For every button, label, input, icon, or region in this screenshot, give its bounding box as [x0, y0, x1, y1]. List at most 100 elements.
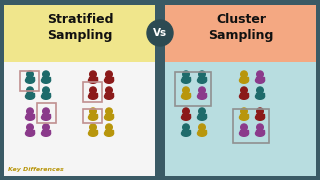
Ellipse shape: [89, 115, 98, 120]
Ellipse shape: [89, 130, 98, 136]
Text: Key Differences: Key Differences: [8, 167, 64, 172]
Ellipse shape: [26, 130, 35, 136]
Ellipse shape: [105, 78, 114, 83]
Circle shape: [199, 108, 205, 115]
Circle shape: [90, 87, 96, 94]
Bar: [83, 82, 102, 102]
Ellipse shape: [197, 130, 206, 136]
Bar: [198, 77, 206, 80]
Ellipse shape: [42, 115, 51, 120]
Bar: [198, 93, 206, 96]
Bar: [89, 130, 97, 133]
Bar: [256, 93, 264, 96]
Ellipse shape: [255, 94, 265, 99]
Bar: [89, 77, 97, 80]
Bar: [26, 130, 34, 133]
Circle shape: [241, 108, 247, 115]
Circle shape: [106, 108, 112, 115]
Text: Vs: Vs: [153, 28, 167, 38]
Bar: [83, 109, 102, 123]
Circle shape: [27, 71, 33, 78]
Ellipse shape: [239, 78, 249, 83]
Bar: [26, 114, 34, 117]
Circle shape: [147, 20, 173, 46]
Bar: [233, 109, 269, 143]
Circle shape: [27, 87, 33, 94]
Ellipse shape: [255, 78, 265, 83]
Bar: [26, 77, 34, 80]
Circle shape: [183, 87, 189, 94]
Bar: [37, 103, 56, 123]
Bar: [105, 77, 113, 80]
Ellipse shape: [181, 130, 190, 136]
Ellipse shape: [42, 94, 51, 99]
Bar: [42, 130, 50, 133]
Circle shape: [90, 124, 96, 130]
Circle shape: [43, 124, 49, 130]
Ellipse shape: [105, 130, 114, 136]
Ellipse shape: [42, 130, 51, 136]
Bar: [42, 77, 50, 80]
Bar: [256, 114, 264, 117]
Ellipse shape: [239, 130, 249, 136]
Bar: [105, 130, 113, 133]
Circle shape: [199, 71, 205, 78]
Ellipse shape: [255, 130, 265, 136]
Bar: [240, 130, 248, 133]
Ellipse shape: [197, 94, 206, 99]
Bar: [89, 114, 97, 117]
Circle shape: [27, 124, 33, 130]
Circle shape: [43, 87, 49, 94]
Bar: [256, 130, 264, 133]
Circle shape: [257, 87, 263, 94]
Circle shape: [106, 71, 112, 78]
Circle shape: [183, 108, 189, 115]
Bar: [89, 93, 97, 96]
Bar: [240, 77, 248, 80]
Bar: [4, 5, 155, 62]
Bar: [105, 93, 113, 96]
Ellipse shape: [89, 94, 98, 99]
Ellipse shape: [181, 94, 190, 99]
Bar: [256, 77, 264, 80]
Circle shape: [106, 124, 112, 130]
Ellipse shape: [239, 115, 249, 120]
Bar: [175, 72, 211, 106]
Circle shape: [27, 108, 33, 115]
Ellipse shape: [181, 78, 190, 83]
Circle shape: [90, 71, 96, 78]
Bar: [42, 93, 50, 96]
Bar: [182, 77, 190, 80]
Bar: [240, 114, 248, 117]
Bar: [4, 62, 155, 176]
Bar: [198, 114, 206, 117]
Circle shape: [199, 124, 205, 130]
Ellipse shape: [42, 78, 51, 83]
Bar: [105, 114, 113, 117]
Circle shape: [257, 124, 263, 130]
Circle shape: [90, 108, 96, 115]
Ellipse shape: [26, 115, 35, 120]
Ellipse shape: [255, 115, 265, 120]
Ellipse shape: [26, 94, 35, 99]
Bar: [165, 5, 316, 62]
Bar: [165, 62, 316, 176]
Circle shape: [43, 108, 49, 115]
Ellipse shape: [105, 94, 114, 99]
Ellipse shape: [197, 115, 206, 120]
Bar: [20, 71, 39, 91]
Bar: [240, 93, 248, 96]
Ellipse shape: [89, 78, 98, 83]
Bar: [26, 93, 34, 96]
Text: Cluster
Sampling: Cluster Sampling: [208, 12, 274, 42]
Ellipse shape: [197, 78, 206, 83]
Circle shape: [241, 87, 247, 94]
Circle shape: [199, 87, 205, 94]
Ellipse shape: [239, 94, 249, 99]
Bar: [198, 130, 206, 133]
Bar: [182, 114, 190, 117]
Circle shape: [106, 87, 112, 94]
Ellipse shape: [26, 78, 35, 83]
Ellipse shape: [181, 115, 190, 120]
Bar: [182, 130, 190, 133]
